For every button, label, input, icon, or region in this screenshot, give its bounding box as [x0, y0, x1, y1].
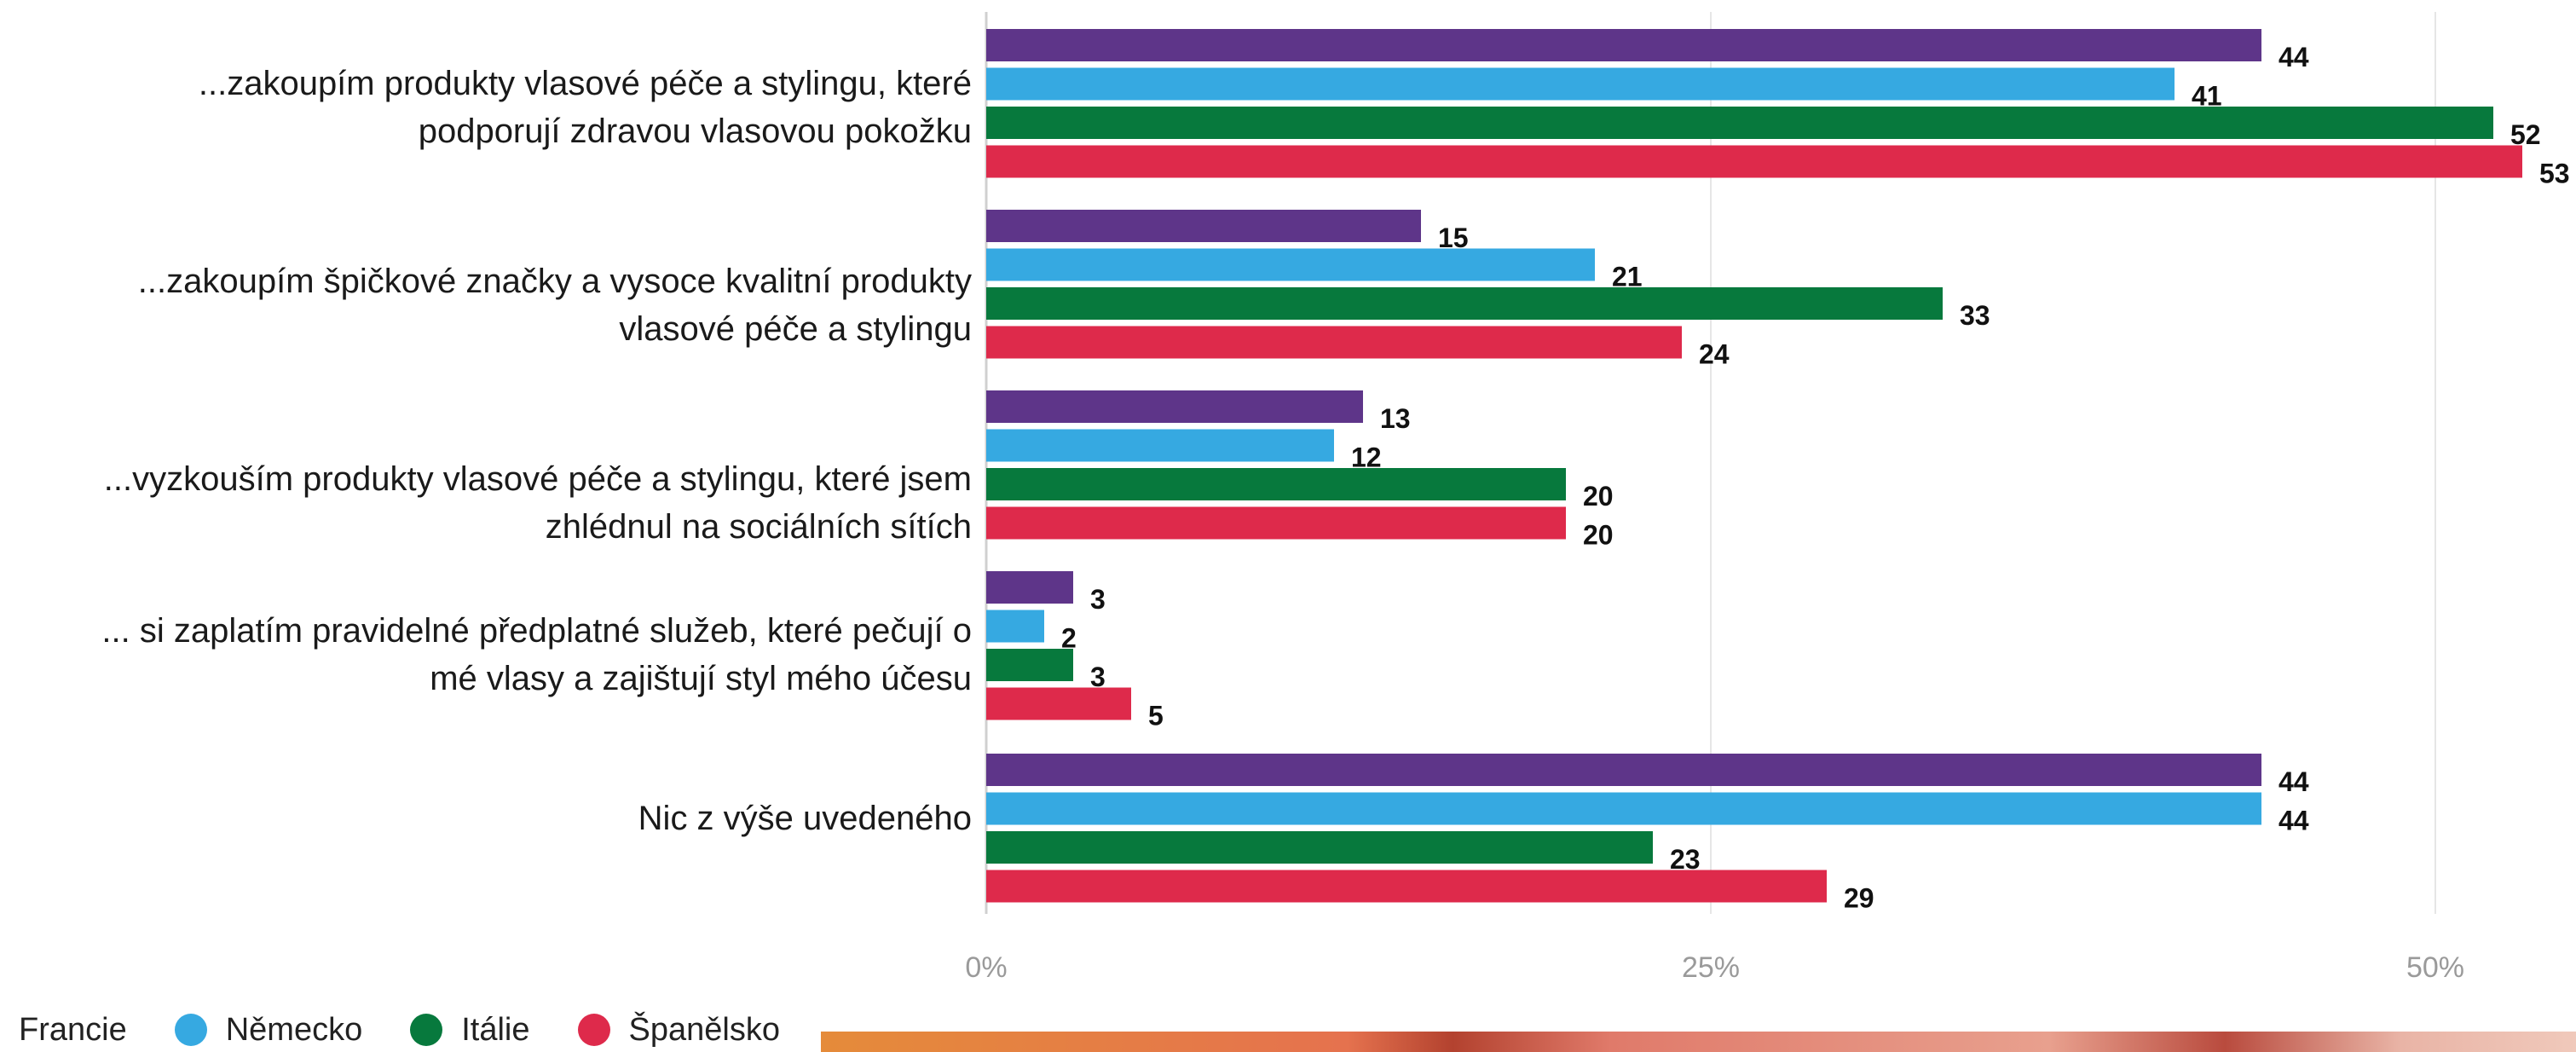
- legend-label: Německo: [225, 1011, 363, 1048]
- category-label-line: vlasové péče a stylingu: [619, 310, 972, 348]
- bar-value-label: 52: [2510, 119, 2541, 150]
- bar-value-label: 12: [1351, 442, 1382, 473]
- bar-value-label: 53: [2539, 159, 2570, 189]
- legend-item-itálie: Itálie: [410, 1011, 530, 1049]
- bar-value-label: 44: [2279, 766, 2309, 797]
- bar-itálie: [986, 287, 1943, 320]
- bar-francie: [986, 210, 1421, 242]
- bar-německo: [986, 792, 2261, 825]
- bar-value-label: 21: [1612, 262, 1643, 292]
- bars: [986, 29, 2522, 903]
- legend: Francie Německo Itálie Španělsko: [0, 1008, 828, 1052]
- x-tick-label: 25%: [1682, 951, 1740, 984]
- bar-value-label: 3: [1090, 584, 1106, 615]
- category-label-line: Nic z výše uvedeného: [638, 800, 972, 837]
- legend-label: Španělsko: [628, 1011, 780, 1048]
- bar-francie: [986, 29, 2261, 61]
- bar-španělsko: [986, 506, 1566, 540]
- legend-item-německo: Německo: [174, 1011, 363, 1049]
- bar-itálie: [986, 107, 2493, 139]
- category-label: ...vyzkouším produkty vlasové péče a sty…: [0, 455, 972, 551]
- category-label-line: ...vyzkouším produkty vlasové péče a sty…: [103, 460, 972, 498]
- bar-value-label: 24: [1699, 339, 1730, 370]
- category-label-line: ...zakoupím produkty vlasové péče a styl…: [198, 65, 972, 102]
- bar-value-label: 33: [1960, 300, 1990, 331]
- category-label: ... si zaplatím pravidelné předplatné sl…: [0, 607, 972, 702]
- bar-value-label: 20: [1583, 520, 1614, 551]
- bar-itálie: [986, 831, 1653, 864]
- category-label-line: zhlédnul na sociálních sítích: [545, 508, 972, 546]
- category-label: Nic z výše uvedeného: [0, 795, 972, 842]
- bar-value-label: 44: [2279, 806, 2309, 836]
- bar-value-label: 15: [1438, 223, 1469, 253]
- legend-item-španělsko: Španělsko: [577, 1011, 780, 1049]
- legend-dot-icon: [410, 1014, 443, 1046]
- decorative-photo-strip: [821, 1032, 2576, 1052]
- x-axis-ticks: 0% 25% 50%: [965, 951, 2464, 984]
- bar-value-label: 29: [1844, 883, 1874, 914]
- bar-španělsko: [986, 145, 2522, 178]
- bar-německo: [986, 429, 1334, 462]
- bar-německo: [986, 610, 1044, 643]
- legend-item-francie: Francie: [19, 1012, 127, 1049]
- bar-value-label: 23: [1670, 844, 1701, 875]
- bar-itálie: [986, 468, 1566, 500]
- bar-value-label: 41: [2192, 81, 2222, 112]
- bar-francie: [986, 571, 1073, 604]
- bar-španělsko: [986, 326, 1682, 359]
- bar-value-label: 44: [2279, 42, 2309, 72]
- legend-dot-icon: [577, 1014, 610, 1046]
- bar-německo: [986, 248, 1595, 281]
- category-label-line: mé vlasy a zajištují styl mého účesu: [430, 660, 972, 697]
- bar-itálie: [986, 649, 1073, 681]
- bar-value-label: 3: [1090, 662, 1106, 692]
- bar-value-label: 2: [1061, 623, 1077, 654]
- category-label: ...zakoupím produkty vlasové péče a styl…: [0, 60, 972, 155]
- bar-španělsko: [986, 687, 1131, 720]
- bar-francie: [986, 754, 2261, 786]
- legend-label: Francie: [19, 1011, 127, 1048]
- bar-francie: [986, 390, 1363, 423]
- category-label: ...zakoupím špičkové značky a vysoce kva…: [0, 257, 972, 353]
- bar-value-label: 20: [1583, 481, 1614, 512]
- x-tick-label: 0%: [965, 951, 1007, 984]
- bar-value-label: 13: [1380, 403, 1411, 434]
- x-tick-label: 50%: [2406, 951, 2464, 984]
- category-label-line: ... si zaplatím pravidelné předplatné sl…: [101, 612, 972, 650]
- category-label-line: podporují zdravou vlasovou pokožku: [418, 113, 972, 150]
- bar-španělsko: [986, 870, 1827, 903]
- bar-německo: [986, 67, 2175, 101]
- legend-dot-icon: [174, 1014, 207, 1046]
- legend-label: Itálie: [461, 1011, 530, 1048]
- bar-value-label: 5: [1148, 701, 1164, 731]
- category-label-line: ...zakoupím špičkové značky a vysoce kva…: [137, 263, 972, 300]
